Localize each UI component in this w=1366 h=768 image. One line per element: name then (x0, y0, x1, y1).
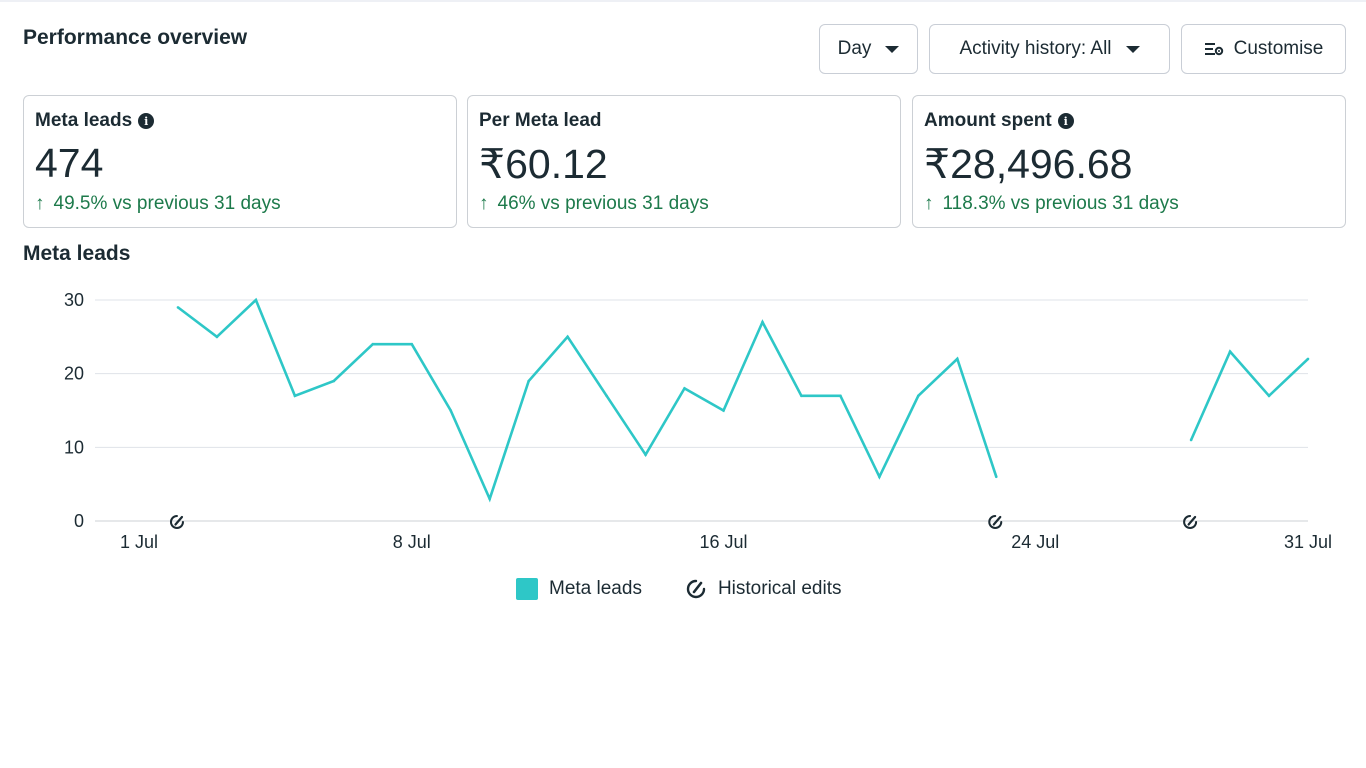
data-point (215, 335, 219, 339)
series-line-segment (1189, 349, 1309, 441)
page-title: Performance overview (23, 26, 248, 49)
data-point (449, 409, 453, 412)
customise-settings-icon (1204, 43, 1223, 56)
data-point (566, 335, 569, 339)
series-line-segment (177, 297, 998, 503)
metric-card-per-meta-lead[interactable]: Per Meta lead ₹60.12 ↑ 46% vs previous 3… (467, 95, 901, 228)
x-tick-label: 24 Jul (1011, 532, 1059, 552)
activity-history-label: Activity history: All (959, 38, 1112, 59)
metric-label-text: Amount spent (924, 110, 1052, 131)
meta-leads-line-chart[interactable]: 0 10 20 30 1 Jul 8 Jul 16 Jul 24 Jul 31 Jul (0, 270, 1366, 565)
legend-swatch (516, 578, 538, 600)
x-tick-label: 1 Jul (120, 532, 158, 552)
data-point (800, 394, 803, 398)
metric-label: Per Meta lead (479, 110, 602, 132)
metric-delta-text: 49.5% vs previous 31 days (53, 193, 281, 214)
data-point (371, 342, 375, 346)
day-dropdown[interactable]: Day (819, 24, 918, 74)
caret-down-icon (885, 45, 900, 53)
data-point (761, 320, 764, 324)
data-point (644, 453, 647, 456)
data-point (605, 394, 608, 398)
metric-delta-text: 118.3% vs previous 31 days (942, 193, 1179, 214)
x-tick-label: 8 Jul (393, 532, 431, 552)
y-tick-label: 0 (74, 511, 84, 531)
customise-label: Customise (1233, 38, 1324, 59)
legend-item-meta-leads[interactable]: Meta leads (516, 578, 642, 600)
metric-value: ₹60.12 (479, 141, 608, 187)
data-point (527, 379, 530, 383)
y-tick-label: 20 (64, 364, 84, 384)
data-point (839, 394, 842, 398)
data-point (683, 387, 686, 390)
customise-button[interactable]: Customise (1181, 24, 1346, 74)
historical-edit-marker-icon[interactable] (988, 515, 1003, 529)
metric-label-text: Per Meta lead (479, 110, 602, 131)
day-dropdown-label: Day (837, 38, 872, 59)
info-icon[interactable]: i (1057, 113, 1074, 129)
top-rule (0, 0, 1366, 2)
historical-edit-marker-icon[interactable] (1183, 515, 1198, 529)
chart-title: Meta leads (23, 242, 131, 265)
data-point (956, 357, 959, 361)
info-icon[interactable]: i (138, 113, 155, 129)
legend-item-historical-edits[interactable]: Historical edits (684, 578, 842, 600)
data-point (1189, 438, 1193, 442)
metric-delta: ↑ 49.5% vs previous 31 days (35, 193, 281, 215)
metric-label-text: Meta leads (35, 110, 133, 131)
data-point (1306, 357, 1310, 361)
data-point (332, 379, 336, 383)
data-point (1228, 350, 1232, 353)
arrow-up-icon: ↑ (479, 193, 489, 214)
y-tick-label: 10 (64, 437, 84, 457)
historical-edit-marker-icon[interactable] (170, 515, 184, 529)
metric-delta: ↑ 118.3% vs previous 31 days (924, 193, 1179, 215)
metric-delta: ↑ 46% vs previous 31 days (479, 193, 709, 215)
data-point (176, 306, 180, 309)
data-point (722, 409, 725, 412)
metric-label: Amount spent i (924, 110, 1074, 132)
x-tick-label: 31 Jul (1284, 532, 1332, 552)
metric-value: 474 (35, 140, 104, 186)
metric-card-meta-leads[interactable]: Meta leads i 474 ↑ 49.5% vs previous 31 … (23, 95, 457, 228)
y-tick-label: 30 (64, 290, 84, 310)
caret-down-icon (1125, 45, 1140, 53)
historical-edit-icon (686, 579, 706, 599)
data-point (410, 342, 414, 346)
chart-legend: Meta leads Historical edits (516, 578, 884, 600)
data-point (917, 394, 920, 398)
arrow-up-icon: ↑ (924, 193, 934, 214)
metric-label: Meta leads i (35, 110, 155, 132)
x-tick-label: 16 Jul (699, 532, 747, 552)
metric-value: ₹28,496.68 (924, 141, 1133, 187)
data-point (1267, 394, 1271, 398)
legend-label-meta-leads: Meta leads (549, 578, 642, 599)
data-point (293, 394, 297, 398)
data-point (254, 298, 258, 302)
metric-card-amount-spent[interactable]: Amount spent i ₹28,496.68 ↑ 118.3% vs pr… (912, 95, 1346, 228)
data-point (878, 475, 881, 479)
legend-label-historical-edits: Historical edits (717, 578, 842, 599)
metric-delta-text: 46% vs previous 31 days (497, 193, 709, 214)
activity-history-dropdown[interactable]: Activity history: All (929, 24, 1170, 74)
arrow-up-icon: ↑ (35, 193, 45, 214)
data-point (994, 475, 998, 479)
data-point (488, 497, 492, 501)
